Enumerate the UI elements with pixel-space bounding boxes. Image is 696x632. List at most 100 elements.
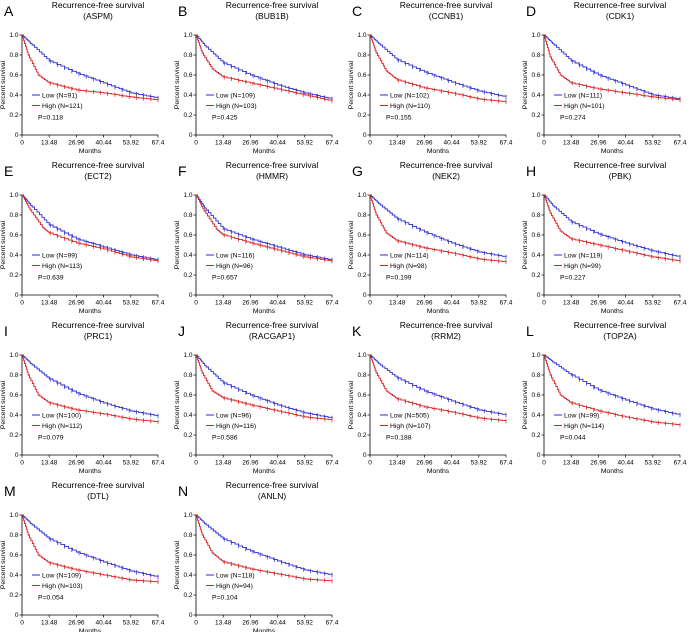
legend-entry-high: High (N=107)	[390, 423, 431, 430]
x-tick-label: 67.4	[500, 460, 513, 467]
panel-letter: B	[178, 3, 187, 19]
y-tick-label: 0.4	[183, 412, 192, 419]
y-axis-label: Percent survival	[174, 220, 181, 269]
x-tick-label: 40.44	[617, 460, 634, 467]
chart-subtitle: (CDK1)	[606, 11, 635, 21]
x-tick-label: 0	[20, 460, 24, 467]
chart-subtitle: (CCNB1)	[429, 11, 464, 21]
survival-curve-low	[22, 514, 159, 577]
x-axis-label: Months	[601, 148, 624, 155]
legend-entry-low: Low (N=99)	[42, 252, 77, 259]
x-tick-label: 13.48	[41, 140, 58, 147]
legend-entry-high: High (N=103)	[216, 103, 257, 110]
chart-subtitle: (PBK)	[609, 171, 632, 181]
chart-title: Recurrence-free survival	[52, 320, 145, 330]
x-tick-label: 40.44	[95, 460, 112, 467]
x-tick-label: 40.44	[443, 140, 460, 147]
p-value: P=0.274	[560, 114, 586, 121]
y-tick-label: 0.6	[531, 72, 540, 79]
y-tick-label: 0	[189, 612, 193, 619]
x-tick-label: 53.92	[123, 300, 140, 307]
chart-panel-f: F Recurrence-free survival(HMMR) 0 0.2 0.4 0.…	[174, 160, 339, 315]
y-tick-label: 0.4	[9, 412, 18, 419]
x-axis-label: Months	[79, 148, 102, 155]
chart-panel-j: J Recurrence-free survival(RACGAP1) 0 0.2 0.…	[174, 320, 339, 475]
y-tick-label: 0.4	[183, 572, 192, 579]
chart-subtitle: (RRM2)	[431, 331, 461, 341]
survival-curve-low	[22, 194, 159, 260]
chart-panel-g: G Recurrence-free survival(NEK2) 0 0.2 0.4 0.…	[348, 160, 513, 315]
panel-letter: K	[352, 323, 362, 339]
y-axis-label: Percent survival	[174, 540, 181, 589]
chart-title: Recurrence-free survival	[226, 480, 319, 490]
y-tick-label: 0.2	[9, 112, 18, 119]
legend-entry-low: Low (N=116)	[216, 252, 255, 259]
x-tick-label: 26.96	[68, 140, 85, 147]
y-tick-label: 0.6	[531, 232, 540, 239]
x-tick-label: 53.92	[645, 140, 662, 147]
survival-curve-high	[544, 194, 681, 261]
y-tick-label: 0.6	[357, 72, 366, 79]
survival-curve-low	[370, 354, 507, 415]
legend-entry-high: High (N=112)	[42, 423, 82, 430]
x-axis-label: Months	[253, 148, 276, 155]
y-tick-label: 1.0	[183, 352, 192, 359]
panel-letter: E	[4, 163, 13, 179]
y-axis-label: Percent survival	[522, 60, 529, 109]
x-tick-label: 67.4	[326, 460, 339, 467]
x-tick-label: 0	[20, 300, 24, 307]
y-tick-label: 0.4	[9, 92, 18, 99]
x-tick-label: 0	[194, 300, 198, 307]
x-tick-label: 40.44	[617, 140, 634, 147]
legend-entry-high: High (N=98)	[390, 263, 427, 270]
y-tick-label: 1.0	[9, 352, 18, 359]
x-tick-label: 26.96	[68, 460, 85, 467]
chart-panel-l: L Recurrence-free survival(TOP2A) 0 0.2 0.4 0…	[522, 320, 687, 475]
y-axis-label: Percent survival	[348, 380, 355, 429]
y-tick-label: 0	[189, 452, 193, 459]
y-axis-label: Percent survival	[522, 380, 529, 429]
x-tick-label: 0	[20, 140, 24, 147]
legend-entry-low: Low (N=118)	[216, 572, 255, 579]
y-tick-label: 0.8	[183, 532, 192, 539]
legend-entry-low: Low (N=96)	[216, 412, 251, 419]
survival-curve-low	[544, 34, 681, 99]
y-tick-label: 0.8	[9, 372, 18, 379]
y-tick-label: 0.4	[531, 412, 540, 419]
survival-curve-low	[196, 194, 333, 260]
y-tick-label: 0.8	[357, 52, 366, 59]
survival-curve-low	[22, 354, 159, 416]
y-tick-label: 0.8	[531, 372, 540, 379]
y-tick-label: 0.2	[183, 272, 192, 279]
y-tick-label: 1.0	[9, 512, 18, 519]
survival-curve-low	[22, 34, 159, 98]
chart-subtitle: (ECT2)	[84, 171, 112, 181]
x-tick-label: 0	[194, 620, 198, 627]
x-tick-label: 40.44	[269, 460, 286, 467]
panel-letter: H	[526, 163, 536, 179]
x-tick-label: 40.44	[95, 620, 112, 627]
y-axis-label: Percent survival	[348, 60, 355, 109]
p-value: P=0.044	[560, 434, 586, 441]
y-tick-label: 0	[15, 292, 19, 299]
x-tick-label: 40.44	[443, 460, 460, 467]
y-axis-label: Percent survival	[174, 60, 181, 109]
x-tick-label: 0	[368, 460, 372, 467]
x-tick-label: 26.96	[242, 140, 259, 147]
legend-entry-low: Low (N=99)	[564, 412, 599, 419]
legend-entry-high: High (N=116)	[216, 423, 256, 430]
y-tick-label: 0	[363, 292, 367, 299]
p-value: P=0.188	[386, 434, 412, 441]
y-tick-label: 0.4	[357, 412, 366, 419]
y-tick-label: 0.4	[9, 252, 18, 259]
x-tick-label: 67.4	[326, 300, 339, 307]
y-tick-label: 1.0	[183, 512, 192, 519]
survival-curve-high	[196, 194, 333, 261]
x-tick-label: 53.92	[123, 460, 140, 467]
x-tick-label: 40.44	[269, 140, 286, 147]
survival-curve-high	[196, 34, 333, 101]
y-tick-label: 0.4	[531, 92, 540, 99]
chart-panel-m: M Recurrence-free survival(DTL) 0 0.2 0.4 0.6…	[0, 480, 165, 632]
chart-title: Recurrence-free survival	[400, 0, 493, 10]
panel-letter: N	[178, 483, 188, 499]
